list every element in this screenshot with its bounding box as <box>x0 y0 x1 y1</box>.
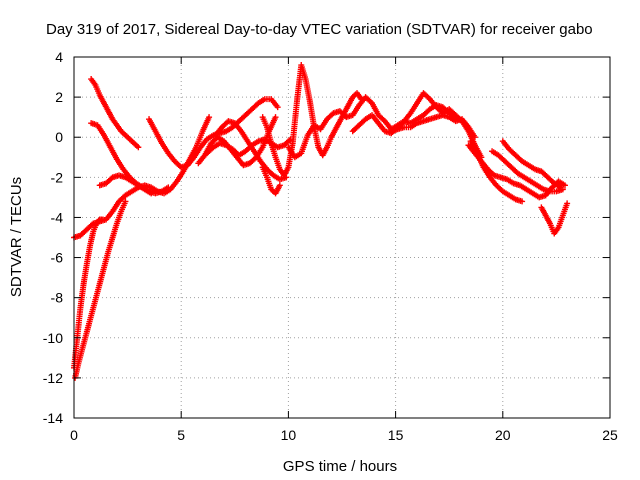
x-tick-label: 0 <box>70 427 78 443</box>
y-tick-label: -14 <box>43 410 63 426</box>
data-point <box>564 200 571 207</box>
y-tick-label: -4 <box>51 209 64 225</box>
data-series-arc-11 <box>259 62 365 179</box>
grid-lines <box>74 57 610 418</box>
chart-title: Day 319 of 2017, Sidereal Day-to-day VTE… <box>46 21 593 38</box>
data-series-arc-20 <box>538 200 571 237</box>
data-series-arc-19 <box>499 138 564 191</box>
x-tick-label: 5 <box>177 427 185 443</box>
x-axis-label: GPS time / hours <box>283 458 397 475</box>
data-point <box>122 198 129 205</box>
data-series-arc-2 <box>72 198 129 381</box>
data-series-arc-18 <box>489 148 566 195</box>
data-point <box>135 144 142 151</box>
y-tick-label: 0 <box>55 129 63 145</box>
y-tick-label: -10 <box>43 330 63 346</box>
data-point <box>471 134 478 141</box>
data-point <box>165 184 172 191</box>
data-series-arc-4 <box>88 76 142 151</box>
data-point <box>561 182 568 189</box>
axis-ticks <box>73 56 611 419</box>
data-point <box>206 114 213 121</box>
x-tick-label: 15 <box>388 427 404 443</box>
y-tick-label: -12 <box>43 370 63 386</box>
data-series-arc-6 <box>96 172 155 197</box>
x-tick-label: 20 <box>495 427 511 443</box>
y-axis-label: SDTVAR / TECUs <box>8 177 25 297</box>
data-series-arc-17 <box>467 138 526 205</box>
x-tick-label: 10 <box>281 427 297 443</box>
y-tick-label: -2 <box>51 169 64 185</box>
plot-frame <box>73 56 611 419</box>
y-tick-label: 4 <box>55 49 63 65</box>
y-tick-label: -8 <box>51 290 64 306</box>
data-point <box>286 137 293 144</box>
data-series-arc-10 <box>212 118 290 183</box>
data-point <box>274 104 281 111</box>
data-points <box>71 62 571 381</box>
x-tick-label: 25 <box>602 427 618 443</box>
plot-border <box>73 56 611 419</box>
y-tick-label: -6 <box>51 250 64 266</box>
data-point <box>557 184 564 191</box>
data-point <box>276 182 283 189</box>
data-point <box>148 190 155 197</box>
data-series-arc-12 <box>259 164 283 197</box>
tick-labels: 0 5 10 15 20 25 -14 -12 -10 -8 -6 -4 -2 0 2 4 <box>43 49 618 443</box>
y-tick-label: 2 <box>55 89 63 105</box>
data-point <box>272 114 279 121</box>
data-series-arc-15 <box>388 112 478 141</box>
data-point <box>99 216 106 223</box>
data-point <box>519 198 526 205</box>
data-series-arc-13 <box>285 94 472 161</box>
data-series-arc-9 <box>203 136 294 159</box>
